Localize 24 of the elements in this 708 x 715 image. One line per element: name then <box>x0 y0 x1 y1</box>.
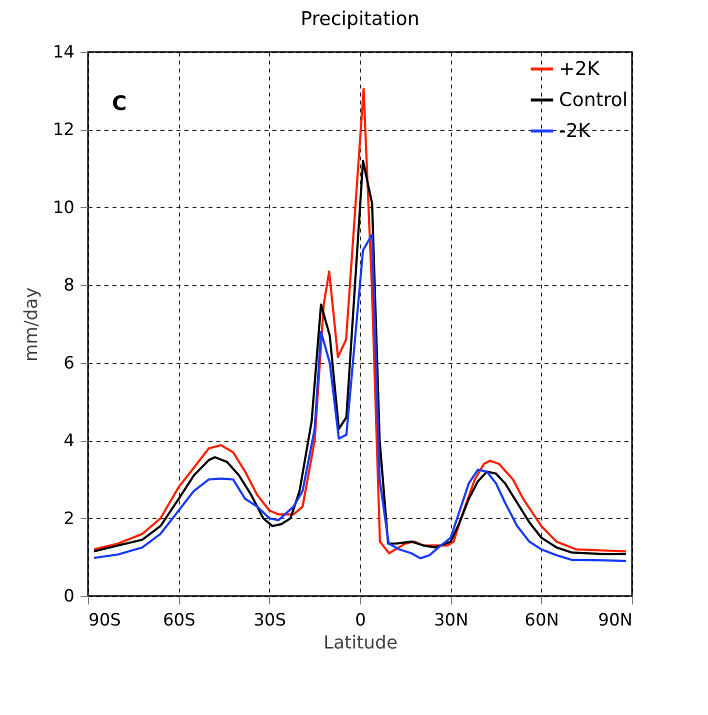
legend-label: +2K <box>559 58 600 80</box>
y-tick-label: 8 <box>64 276 74 296</box>
line-series <box>92 88 628 554</box>
y-tick-label: 4 <box>64 431 74 452</box>
chart-title: Precipitation <box>300 8 420 30</box>
x-tick-label: 30N <box>434 610 468 630</box>
x-axis-title: Latitude <box>323 632 398 654</box>
y-tick-label: 2 <box>64 508 74 529</box>
x-tick-label: 30S <box>254 610 286 630</box>
legend-label: Control <box>559 89 628 111</box>
y-axis-title: mm/day <box>20 287 42 362</box>
x-tick-label: 90N <box>598 610 632 630</box>
y-tick-label: 14 <box>52 42 74 62</box>
y-tick-label: 12 <box>52 120 74 140</box>
annotation: C <box>112 91 127 115</box>
x-tick-label: 0 <box>355 610 366 630</box>
x-tick-label: 60N <box>524 610 560 630</box>
legend-label: -2K <box>559 120 591 142</box>
x-tick-label: 90S <box>88 610 121 630</box>
y-tick-label: 6 <box>64 353 74 374</box>
line-series <box>92 234 628 562</box>
y-tick-label: 0 <box>64 586 74 606</box>
y-tick-label: 10 <box>52 198 74 218</box>
x-tick-label: 60S <box>162 610 196 630</box>
